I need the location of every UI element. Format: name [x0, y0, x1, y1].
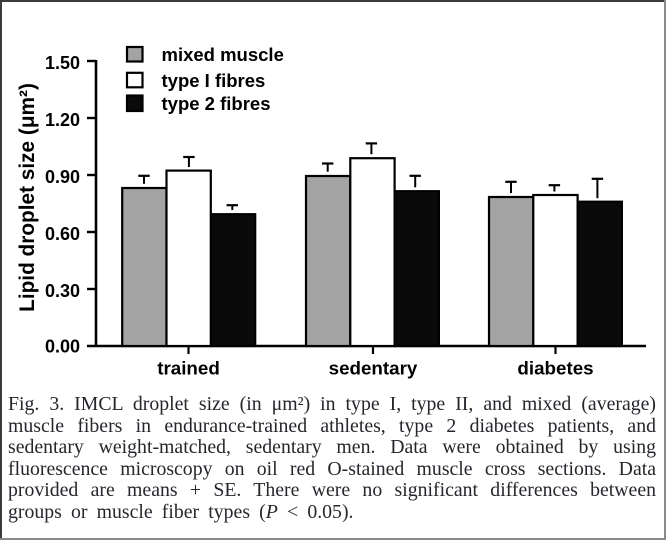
- svg-text:0.00: 0.00: [45, 336, 80, 356]
- svg-text:diabetes: diabetes: [517, 358, 593, 379]
- svg-text:type 2 fibres: type 2 fibres: [162, 93, 271, 114]
- svg-text:mixed muscle: mixed muscle: [162, 44, 284, 65]
- svg-text:trained: trained: [157, 358, 220, 379]
- svg-text:type I fibres: type I fibres: [162, 70, 266, 91]
- svg-text:Lipid droplet size (μm²): Lipid droplet size (μm²): [16, 83, 39, 312]
- svg-text:0.90: 0.90: [45, 167, 80, 187]
- svg-text:1.50: 1.50: [45, 53, 80, 73]
- svg-text:0.30: 0.30: [45, 281, 80, 301]
- svg-text:0.60: 0.60: [45, 224, 80, 244]
- svg-text:sedentary: sedentary: [329, 358, 418, 379]
- svg-text:1.20: 1.20: [45, 110, 80, 130]
